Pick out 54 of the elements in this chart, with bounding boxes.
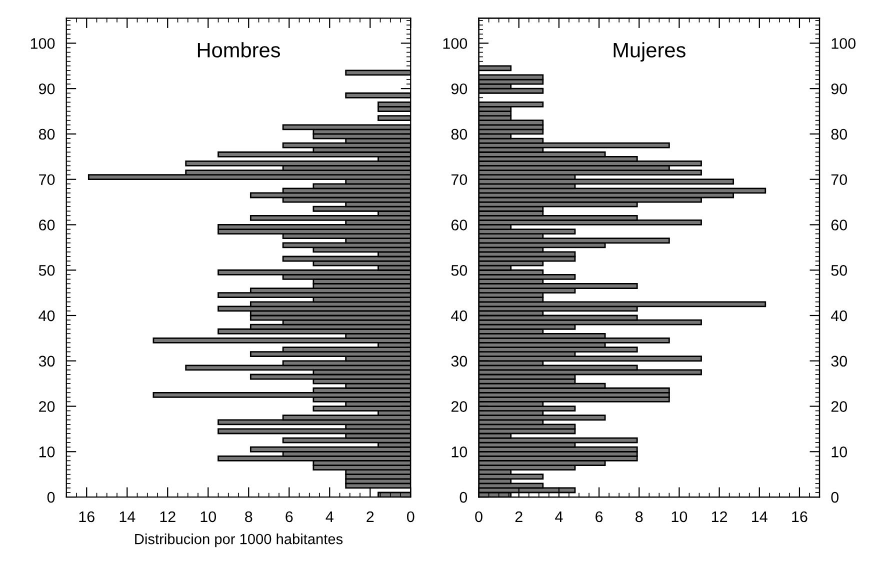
y2-tick-label: 100 [832,38,856,49]
y-tick-label: 70 [39,174,55,186]
x-tick-label: 8 [636,511,643,522]
y-tick-label: 50 [451,264,468,276]
y-tick-label: 30 [38,356,55,367]
y-tick-label: 20 [39,401,55,412]
x-tick-label: 0 [406,511,414,522]
x-tick-label: 2 [366,511,374,522]
y2-tick-label: 70 [831,174,848,186]
y2-tick-label: 40 [830,310,848,322]
y-tick-label: 60 [39,220,55,230]
text: Mujeres [614,42,686,62]
y2-tick-label: 0 [831,492,839,503]
y2-tick-label: 90 [831,83,848,94]
x-axis-title: Distribucion por 1000 habitantes [135,534,343,548]
y-tick-label: 0 [460,492,468,503]
y-tick-label: 40 [38,310,55,322]
y-tick-label: 60 [451,220,468,230]
x-tick-label: 10 [672,511,688,522]
y-tick-label: 30 [451,356,468,367]
y2-tick-label: 60 [831,220,848,230]
y-tick-label: 10 [452,446,468,458]
y-tick-label: 0 [47,492,55,503]
x-tick-label: 0 [475,511,482,522]
x-tick-label: 16 [79,511,94,522]
y2-tick-label: 80 [831,128,848,140]
x-tick-label: 2 [515,511,522,522]
x-tick-label: 14 [752,511,768,522]
text: Hombres [198,42,280,58]
y-tick-label: 80 [451,128,468,140]
x-tick-label: 6 [286,511,293,522]
y2-tick-label: 20 [831,401,848,412]
x-tick-label: 8 [245,511,252,522]
x-tick-label: 16 [792,511,808,522]
x-tick-label: 4 [555,511,563,522]
x-tick-label: 12 [160,511,176,522]
y-tick-label: 20 [451,401,468,412]
y-tick-label: 100 [30,38,55,49]
x-tick-label: 10 [200,511,216,522]
y-tick-label: 80 [38,128,55,140]
y-tick-label: 50 [38,264,55,276]
x-tick-label: 12 [712,511,728,522]
y2-tick-label: 30 [831,356,848,367]
x-tick-label: 4 [326,511,334,522]
y-tick-label: 90 [38,83,55,94]
x-tick-label: 14 [120,511,136,522]
y-tick-label: 90 [451,83,468,94]
y-tick-label: 100 [443,38,468,49]
x-tick-label: 6 [596,511,603,522]
y-tick-label: 10 [39,446,55,458]
y-tick-label: 40 [451,310,468,322]
y2-tick-label: 50 [831,264,848,276]
y-tick-label: 70 [451,174,468,186]
y2-tick-label: 10 [832,446,848,458]
